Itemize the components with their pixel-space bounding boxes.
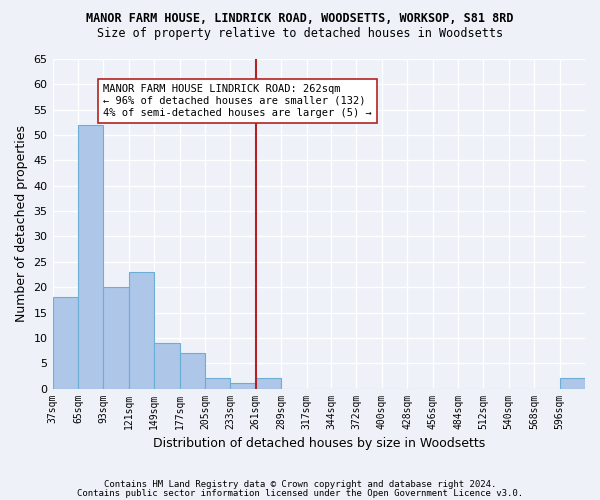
- Text: MANOR FARM HOUSE LINDRICK ROAD: 262sqm
← 96% of detached houses are smaller (132: MANOR FARM HOUSE LINDRICK ROAD: 262sqm ←…: [103, 84, 372, 117]
- Bar: [230, 384, 256, 388]
- Text: Size of property relative to detached houses in Woodsetts: Size of property relative to detached ho…: [97, 28, 503, 40]
- X-axis label: Distribution of detached houses by size in Woodsetts: Distribution of detached houses by size …: [152, 437, 485, 450]
- Bar: [53, 298, 78, 388]
- Bar: [560, 378, 585, 388]
- Y-axis label: Number of detached properties: Number of detached properties: [15, 126, 28, 322]
- Bar: [103, 287, 129, 388]
- Text: MANOR FARM HOUSE, LINDRICK ROAD, WOODSETTS, WORKSOP, S81 8RD: MANOR FARM HOUSE, LINDRICK ROAD, WOODSET…: [86, 12, 514, 26]
- Bar: [129, 272, 154, 388]
- Text: Contains public sector information licensed under the Open Government Licence v3: Contains public sector information licen…: [77, 488, 523, 498]
- Bar: [205, 378, 230, 388]
- Bar: [179, 353, 205, 388]
- Bar: [256, 378, 281, 388]
- Text: Contains HM Land Registry data © Crown copyright and database right 2024.: Contains HM Land Registry data © Crown c…: [104, 480, 496, 489]
- Bar: [78, 125, 103, 388]
- Bar: [154, 343, 179, 388]
